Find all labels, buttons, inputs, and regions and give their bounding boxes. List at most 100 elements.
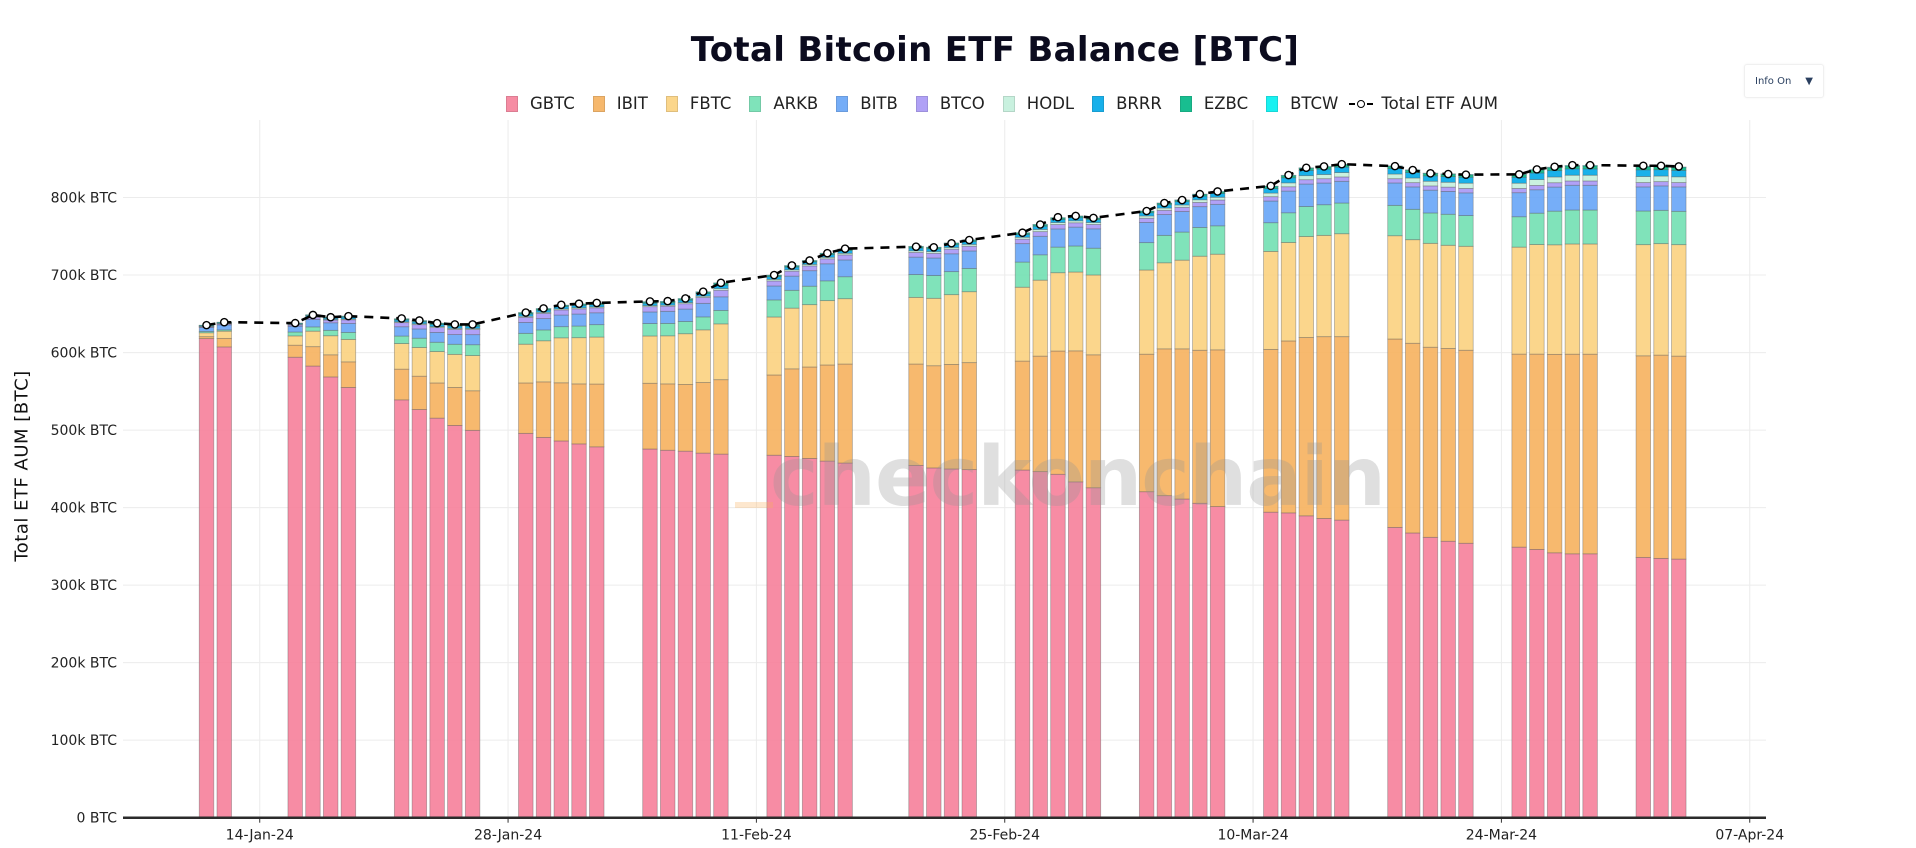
total-aum-marker-2024-01-25: [450, 320, 460, 329]
bar-btco-2024-01-31: [553, 309, 569, 316]
legend-item-brrr[interactable]: BRRR: [1092, 94, 1162, 113]
legend-item-hodl[interactable]: HODL: [1002, 94, 1075, 113]
total-aum-marker-2024-03-19: [1408, 165, 1418, 175]
total-aum-marker-2024-01-19: [344, 311, 353, 321]
total-aum-marker-2024-03-27: [1550, 162, 1559, 172]
legend-label: BRRR: [1116, 94, 1162, 113]
legend-label: HODL: [1026, 94, 1075, 113]
legend-swatch-icon: [1002, 95, 1015, 112]
legend-item-gbtc[interactable]: GBTC: [506, 94, 575, 113]
bar-gbtc-2024-01-16: [287, 356, 303, 819]
bar-brrr-2024-03-28: [1564, 168, 1581, 176]
bar-arkb-2024-03-25: [1511, 216, 1527, 248]
total-aum-marker-2024-02-14: [805, 256, 814, 265]
legend-item-total-etf-aum[interactable]: Total ETF AUM: [1349, 94, 1498, 113]
bar-fbtc-2024-03-05: [1156, 262, 1173, 350]
bar-fbtc-2024-02-13: [784, 307, 800, 370]
bar-bitb-2024-03-14: [1316, 182, 1332, 206]
bar-gbtc-2024-02-07: [677, 450, 694, 819]
bar-bitb-2024-03-26: [1529, 189, 1545, 214]
bar-arkb-2024-01-24: [429, 341, 445, 352]
bar-ibit-2024-03-07: [1192, 349, 1208, 504]
bar-btco-2024-03-01: [1085, 224, 1102, 230]
bar-hodl-2024-03-29: [1582, 174, 1598, 182]
total-aum-marker-2024-03-01: [1089, 213, 1098, 223]
bar-bitb-2024-02-21: [926, 257, 942, 276]
total-aum-marker-2024-02-28: [1053, 212, 1063, 222]
bar-ibit-2024-03-21: [1440, 348, 1456, 542]
bar-ibit-2024-03-06: [1174, 348, 1190, 500]
total-aum-marker-2024-03-22: [1461, 170, 1471, 179]
legend-item-arkb[interactable]: ARKB: [749, 94, 818, 113]
bar-arkb-2024-01-22: [393, 335, 410, 344]
bar-ibit-2024-01-17: [305, 346, 321, 367]
bar-hodl-2024-04-02: [1653, 175, 1669, 183]
y-tick-label: 400k BTC: [51, 501, 118, 517]
bar-arkb-2024-03-12: [1280, 212, 1297, 243]
bar-arkb-2024-03-15: [1334, 202, 1350, 235]
bar-brrr-2024-04-01: [1635, 169, 1651, 177]
legend-swatch-icon: [1092, 95, 1105, 112]
bar-gbtc-2024-02-22: [943, 468, 960, 819]
bar-btco-2024-03-07: [1192, 202, 1208, 208]
bar-arkb-2024-01-16: [287, 331, 303, 337]
bar-ibit-2024-03-04: [1138, 353, 1155, 493]
bar-ibit-2024-03-18: [1387, 338, 1403, 528]
bar-ibit-2024-02-22: [943, 364, 960, 470]
legend-swatch-icon: [665, 95, 678, 112]
bar-fbtc-2024-03-11: [1263, 251, 1279, 350]
bar-arkb-2024-02-28: [1050, 246, 1066, 274]
bar-arkb-2024-03-14: [1316, 204, 1332, 236]
bar-ibit-2024-02-13: [784, 368, 800, 457]
bar-fbtc-2024-03-12: [1280, 242, 1297, 342]
bar-fbtc-2024-02-16: [837, 298, 853, 365]
bar-btco-2024-03-11: [1263, 196, 1279, 202]
bar-hodl-2024-02-23: [961, 244, 977, 247]
legend-label: ARKB: [773, 94, 819, 113]
chart-title: Total Bitcoin ETF Balance [BTC]: [690, 30, 1300, 70]
legend-item-btcw[interactable]: BTCW: [1266, 94, 1338, 113]
bar-btco-2024-02-05: [642, 306, 658, 313]
bar-arkb-2024-03-29: [1582, 209, 1598, 245]
legend-label: GBTC: [530, 94, 575, 113]
bar-gbtc-2024-02-23: [961, 469, 977, 819]
bar-bitb-2024-02-09: [713, 296, 729, 311]
total-aum-marker-2024-01-11: [202, 320, 211, 330]
bar-ibit-2024-02-05: [642, 382, 658, 450]
legend-item-ezbc[interactable]: EZBC: [1179, 94, 1248, 113]
bar-bitb-2024-02-12: [766, 285, 782, 301]
bar-btco-2024-03-29: [1582, 180, 1598, 186]
info-dropdown[interactable]: Info On ▼: [1744, 64, 1824, 98]
bar-bitb-2024-03-01: [1085, 228, 1102, 249]
bar-btco-2024-01-29: [518, 316, 534, 323]
legend-item-ibit[interactable]: IBIT: [592, 94, 648, 113]
bar-btco-2024-02-23: [961, 245, 977, 252]
legend-label: FBTC: [689, 94, 732, 113]
bar-ibit-2024-03-14: [1316, 336, 1332, 519]
legend-swatch-icon: [506, 95, 518, 112]
bar-arkb-2024-02-02: [589, 324, 605, 338]
total-aum-marker-2024-03-29: [1585, 160, 1595, 170]
bar-fbtc-2024-02-01: [571, 337, 587, 385]
legend-item-btco[interactable]: BTCO: [915, 94, 985, 113]
bar-gbtc-2024-01-17: [305, 365, 321, 819]
total-aum-marker-2024-03-26: [1532, 165, 1542, 174]
bar-ibit-2024-03-05: [1156, 348, 1173, 497]
bar-hodl-2024-03-08: [1209, 196, 1226, 201]
total-aum-marker-2024-01-16: [290, 318, 300, 328]
bar-gbtc-2024-03-27: [1546, 552, 1563, 819]
total-aum-marker-2024-02-21: [929, 242, 939, 252]
legend-item-fbtc[interactable]: FBTC: [665, 94, 732, 113]
total-aum-marker-2024-03-06: [1177, 195, 1187, 205]
bar-fbtc-2024-03-26: [1529, 244, 1545, 355]
bar-hodl-2024-03-21: [1440, 181, 1456, 188]
bar-ibit-2024-02-06: [660, 383, 676, 451]
bar-ibit-2024-03-25: [1511, 353, 1527, 548]
bar-gbtc-2024-01-22: [393, 399, 410, 819]
bar-fbtc-2024-03-25: [1511, 246, 1527, 355]
bar-btco-2024-02-16: [837, 254, 853, 261]
bar-btco-2024-02-15: [819, 258, 836, 265]
total-aum-marker-2024-01-31: [556, 300, 566, 310]
bar-gbtc-2024-03-22: [1458, 542, 1474, 819]
legend-item-bitb[interactable]: BITB: [836, 94, 898, 113]
